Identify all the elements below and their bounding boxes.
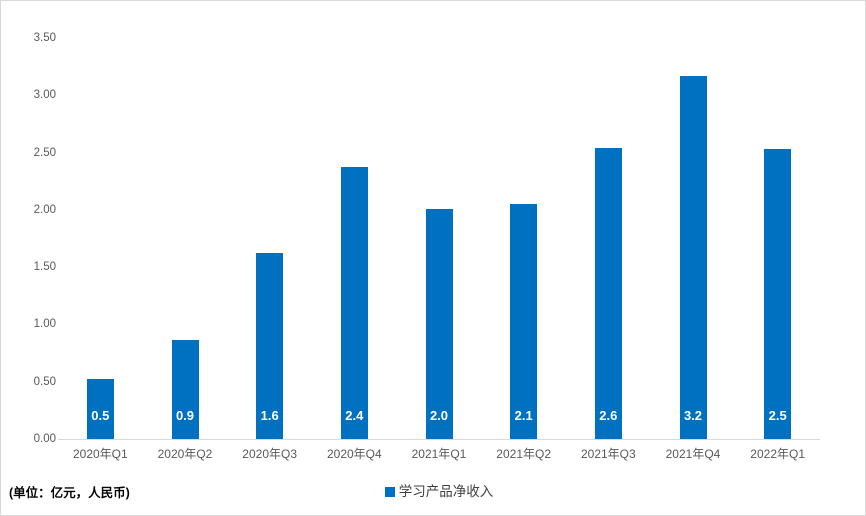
bar-value-label: 2.5	[768, 408, 787, 423]
x-axis-category-label: 2021年Q4	[665, 447, 721, 461]
legend-label: 学习产品净收入	[398, 484, 494, 499]
x-axis-category-label: 2020年Q2	[157, 447, 213, 461]
x-axis-category-label: 2021年Q3	[580, 447, 636, 461]
y-axis-tick-label: 0.00	[33, 433, 56, 445]
unit-note: (单位：亿元，人民币)	[9, 486, 130, 500]
y-axis-tick-label: 1.50	[33, 261, 56, 274]
bar	[425, 209, 453, 439]
x-axis-category-label: 2020年Q3	[242, 447, 298, 461]
bar-value-label: 3.2	[683, 408, 703, 423]
bar-value-label: 2.6	[599, 408, 618, 423]
y-axis-tick-label: 1.00	[33, 318, 56, 331]
y-axis-tick-label: 2.50	[33, 146, 56, 159]
bar	[764, 149, 792, 439]
x-axis-line	[58, 439, 820, 440]
bar	[679, 76, 707, 439]
bar	[171, 340, 199, 439]
x-axis-category-label: 2021年Q1	[411, 447, 467, 461]
bar-value-label: 0.5	[91, 408, 110, 423]
legend: 学习产品净收入	[58, 483, 820, 501]
y-axis-tick-label: 0.50	[33, 375, 56, 388]
x-axis-category-label: 2020年Q4	[326, 447, 382, 461]
bar	[86, 379, 114, 439]
x-axis-category-label: 2020年Q1	[72, 447, 128, 461]
bar-value-label: 2.1	[514, 408, 533, 423]
y-axis-tick-label: 3.00	[33, 89, 56, 102]
bar	[594, 148, 622, 439]
bar-value-label: 1.6	[260, 408, 279, 423]
bar-value-label: 2.4	[345, 408, 364, 423]
y-axis-tick-label: 3.50	[33, 32, 56, 44]
x-axis-category-label: 2022年Q1	[750, 447, 806, 461]
y-axis-tick-label: 2.00	[33, 203, 56, 216]
bar	[256, 253, 284, 439]
x-axis-category-label: 2021年Q2	[496, 447, 552, 461]
bar-value-label: 2.0	[429, 408, 449, 423]
bar	[510, 204, 538, 439]
legend-swatch-icon	[384, 487, 395, 497]
bar-value-label: 0.9	[175, 408, 195, 423]
bar	[340, 167, 368, 439]
